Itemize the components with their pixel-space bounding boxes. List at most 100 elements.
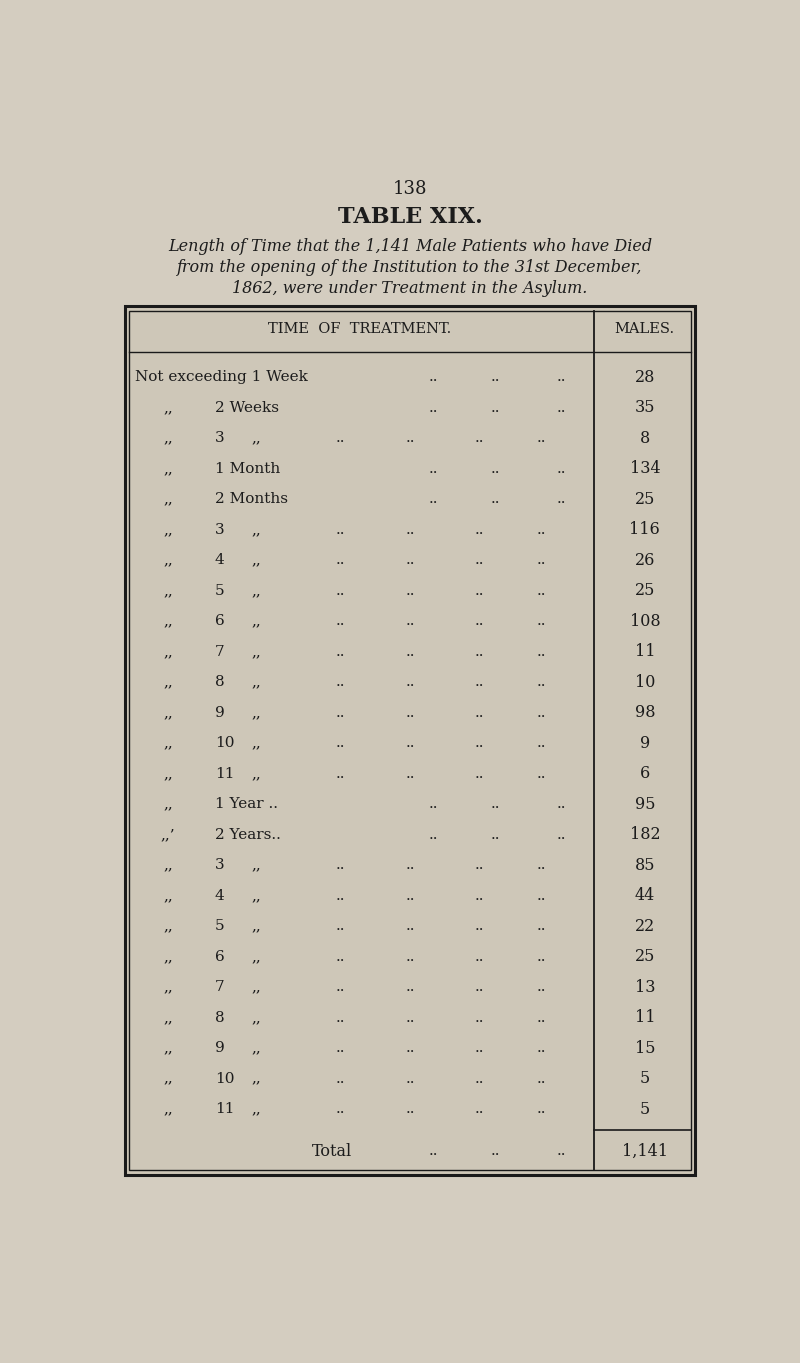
Text: ..: .. [490, 462, 500, 476]
Text: ..: .. [429, 827, 438, 842]
Text: 2 Months: 2 Months [214, 492, 288, 507]
Text: ..: .. [335, 1011, 345, 1025]
Text: ..: .. [537, 1011, 546, 1025]
Text: ..: .. [556, 492, 566, 507]
Text: ..: .. [406, 767, 414, 781]
Text: ..: .. [537, 432, 546, 446]
Text: ..: .. [537, 706, 546, 720]
Text: ..: .. [335, 553, 345, 567]
Text: 116: 116 [630, 522, 660, 538]
Text: ..: .. [475, 523, 485, 537]
Text: 95: 95 [634, 796, 655, 812]
Text: TIME  OF  TREATMENT.: TIME OF TREATMENT. [268, 322, 451, 337]
Text: ..: .. [335, 1103, 345, 1116]
Text: ,,: ,, [163, 859, 173, 872]
Text: 9: 9 [214, 1041, 225, 1055]
Text: ,,: ,, [251, 553, 261, 567]
Bar [125, 307, 695, 1175]
Text: ..: .. [406, 615, 414, 628]
Text: ..: .. [475, 1041, 485, 1055]
Text: ..: .. [537, 919, 546, 934]
Text: ,,: ,, [163, 980, 173, 994]
Text: ..: .. [556, 1145, 566, 1159]
Text: 6: 6 [214, 615, 225, 628]
Text: ,,: ,, [163, 767, 173, 781]
Text: 11: 11 [214, 1103, 234, 1116]
Text: ..: .. [475, 736, 485, 751]
Text: ..: .. [406, 859, 414, 872]
Text: 5: 5 [214, 919, 224, 934]
Text: ,,: ,, [163, 432, 173, 446]
Text: ,,: ,, [251, 767, 261, 781]
Text: ..: .. [335, 980, 345, 994]
Text: ..: .. [406, 889, 414, 902]
Text: ,,: ,, [163, 645, 173, 658]
Text: 5: 5 [214, 583, 224, 598]
Text: 85: 85 [634, 857, 655, 874]
Text: 5: 5 [640, 1101, 650, 1118]
Text: ,,: ,, [251, 706, 261, 720]
Text: ..: .. [335, 919, 345, 934]
Text: ..: .. [556, 371, 566, 384]
Text: ..: .. [475, 889, 485, 902]
Text: ..: .. [490, 797, 500, 811]
Text: 98: 98 [634, 705, 655, 721]
Text: 10: 10 [214, 736, 234, 751]
Text: Total: Total [312, 1144, 353, 1160]
Text: ..: .. [537, 553, 546, 567]
Text: ,,: ,, [251, 919, 261, 934]
Text: ,,: ,, [251, 889, 261, 902]
Text: ,,: ,, [163, 553, 173, 567]
Text: ..: .. [335, 645, 345, 658]
Text: ..: .. [335, 615, 345, 628]
Text: ..: .. [537, 523, 546, 537]
Text: ..: .. [406, 950, 414, 964]
Text: ..: .. [475, 1011, 485, 1025]
Text: ,,: ,, [251, 1041, 261, 1055]
Text: ..: .. [475, 767, 485, 781]
Text: ,,: ,, [163, 401, 173, 414]
Text: ,,: ,, [251, 859, 261, 872]
Text: 28: 28 [634, 369, 655, 386]
Text: ..: .. [556, 827, 566, 842]
Text: 7: 7 [214, 980, 224, 994]
Text: ,,: ,, [163, 615, 173, 628]
Text: Not exceeding 1 Week: Not exceeding 1 Week [135, 371, 308, 384]
Text: 25: 25 [634, 949, 655, 965]
Text: 9: 9 [640, 735, 650, 752]
Text: 182: 182 [630, 826, 660, 844]
Text: ,,: ,, [163, 462, 173, 476]
Text: 134: 134 [630, 461, 660, 477]
Text: ..: .. [537, 645, 546, 658]
Text: ..: .. [335, 432, 345, 446]
Text: ..: .. [537, 859, 546, 872]
Text: 4: 4 [214, 889, 225, 902]
Text: ,,: ,, [163, 1071, 173, 1086]
Text: 1 Year ..: 1 Year .. [214, 797, 278, 811]
Text: 13: 13 [634, 979, 655, 996]
Text: Length of Time that the 1,141 Male Patients who have Died: Length of Time that the 1,141 Male Patie… [168, 239, 652, 255]
Text: ,,: ,, [163, 736, 173, 751]
Text: ..: .. [429, 462, 438, 476]
Text: ..: .. [429, 492, 438, 507]
Text: 15: 15 [634, 1040, 655, 1056]
Text: ..: .. [475, 553, 485, 567]
Text: ..: .. [537, 736, 546, 751]
Text: 11: 11 [634, 1009, 655, 1026]
Text: ,,: ,, [163, 950, 173, 964]
Text: ,,: ,, [251, 615, 261, 628]
Text: 44: 44 [634, 887, 655, 904]
Text: ,,: ,, [163, 492, 173, 507]
Text: ..: .. [490, 371, 500, 384]
Text: ..: .. [335, 523, 345, 537]
Text: ..: .. [406, 919, 414, 934]
Text: ..: .. [475, 950, 485, 964]
Text: ..: .. [475, 583, 485, 598]
Text: 26: 26 [634, 552, 655, 568]
Text: ..: .. [475, 706, 485, 720]
Text: 9: 9 [214, 706, 225, 720]
Text: ,,’: ,,’ [161, 827, 175, 842]
Text: ,,: ,, [251, 676, 261, 690]
Text: ..: .. [475, 615, 485, 628]
Bar [130, 311, 690, 1169]
